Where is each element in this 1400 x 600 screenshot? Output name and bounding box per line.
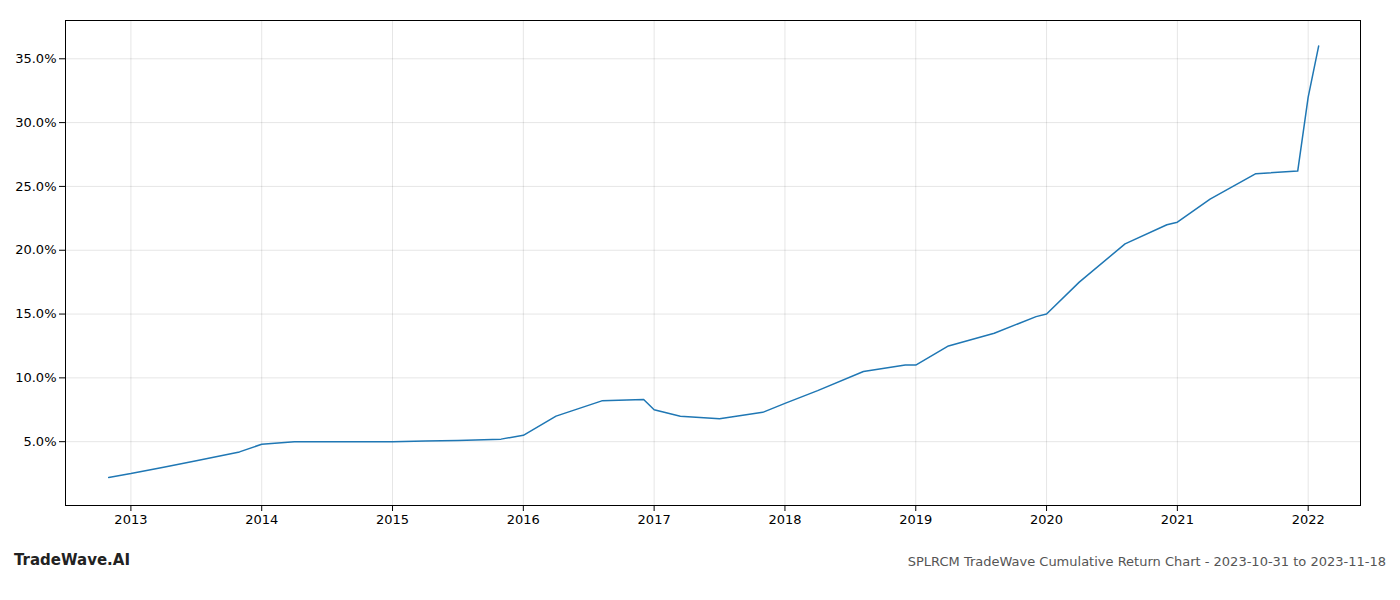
svg-text:2020: 2020 xyxy=(1030,512,1063,527)
svg-text:30.0%: 30.0% xyxy=(15,115,56,130)
html-text:SPLRCM TradeWave Cumulative Re: SPLRCM TradeWave Cumulative Return Chart… xyxy=(907,554,1386,569)
svg-text:2014: 2014 xyxy=(245,512,278,527)
svg-text:10.0%: 10.0% xyxy=(15,370,56,385)
svg-text:25.0%: 25.0% xyxy=(15,179,56,194)
svg-text:20.0%: 20.0% xyxy=(15,242,56,257)
svg-text:2016: 2016 xyxy=(507,512,540,527)
svg-text:2013: 2013 xyxy=(114,512,147,527)
svg-text:5.0%: 5.0% xyxy=(23,434,56,449)
svg-text:2019: 2019 xyxy=(899,512,932,527)
svg-text:2022: 2022 xyxy=(1292,512,1325,527)
svg-text:2021: 2021 xyxy=(1161,512,1194,527)
svg-text:35.0%: 35.0% xyxy=(15,51,56,66)
svg-text:2018: 2018 xyxy=(768,512,801,527)
html-text:TradeWave.AI: TradeWave.AI xyxy=(14,551,130,569)
svg-text:2015: 2015 xyxy=(376,512,409,527)
svg-text:2017: 2017 xyxy=(638,512,671,527)
svg-text:15.0%: 15.0% xyxy=(15,306,56,321)
